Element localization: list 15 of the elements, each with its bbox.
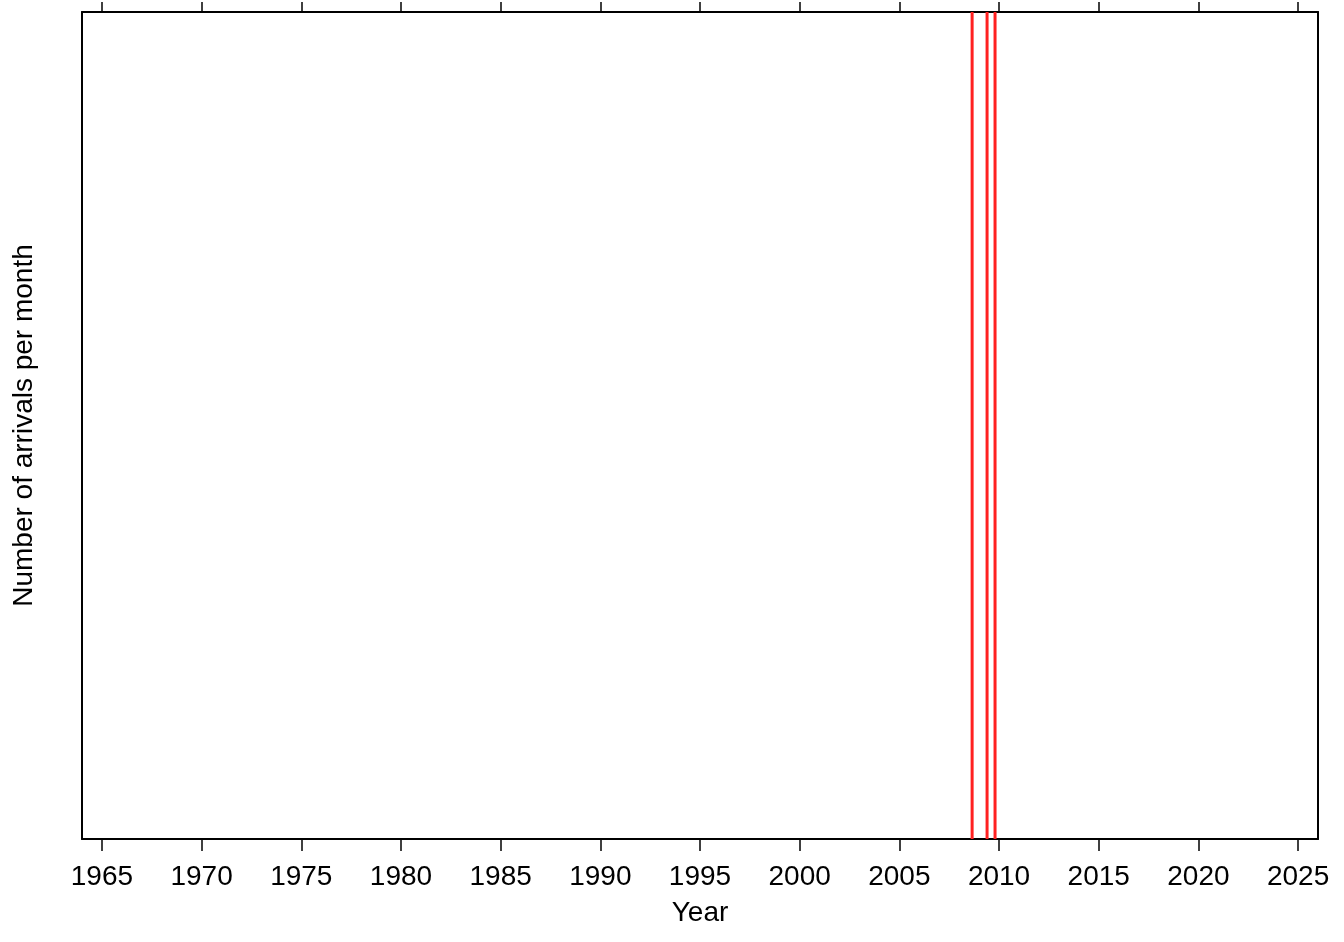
x-axis-title: Year [671, 895, 729, 927]
x-tick-label: 1965 [70, 859, 134, 891]
x-tick-label: 2010 [967, 859, 1031, 891]
x-tick-label: 2025 [1266, 859, 1330, 891]
x-tick-label: 1990 [569, 859, 632, 891]
x-tick-label: 2000 [768, 859, 831, 891]
x-tick-label: 2015 [1067, 859, 1130, 891]
x-tick-label: 2020 [1167, 859, 1230, 891]
x-tick-label: 1970 [170, 859, 233, 891]
y-axis-title: Number of arrivals per month [6, 244, 38, 607]
x-tick-label: 1995 [668, 859, 732, 891]
x-tick-label: 1980 [369, 859, 433, 891]
x-tick-label: 1985 [469, 859, 532, 891]
x-tick-label: 1975 [270, 859, 333, 891]
x-tick-label: 2005 [868, 859, 931, 891]
